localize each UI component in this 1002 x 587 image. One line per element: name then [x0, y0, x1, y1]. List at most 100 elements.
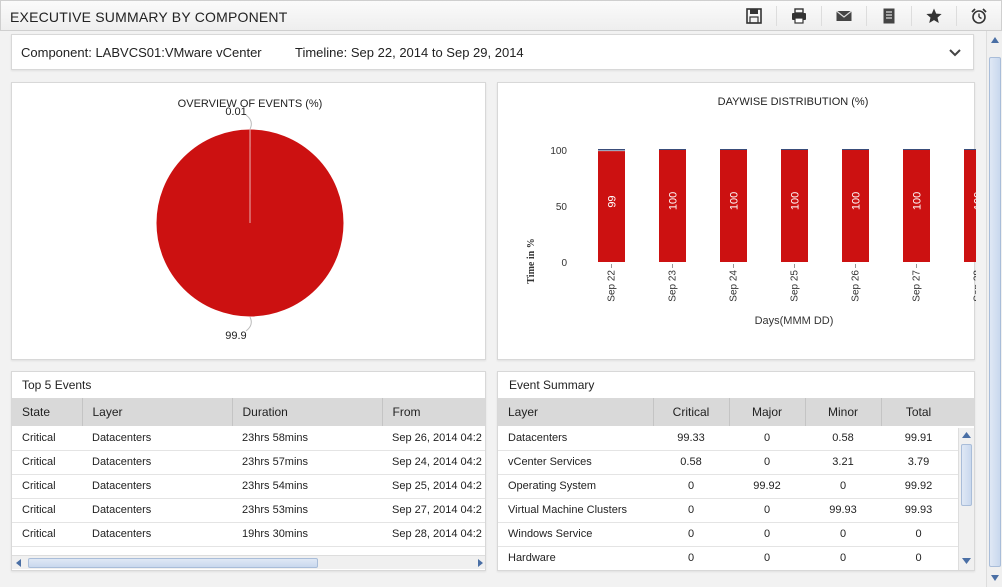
document-icon[interactable]: [879, 6, 899, 26]
x-tick-label: Sep 28: [973, 270, 977, 302]
pie-label-connector: [245, 114, 252, 130]
x-tick-label: Sep 24: [729, 270, 740, 302]
cell: 99.33: [653, 426, 729, 451]
cell: 23hrs 54mins: [232, 474, 382, 499]
column-header-major[interactable]: Major: [729, 398, 806, 426]
y-tick-label: 100: [550, 146, 567, 157]
event-summary-panel: Event Summary Layer Critical Major Minor…: [497, 371, 975, 571]
bar-data-label: 100: [729, 192, 741, 210]
bar-top-segment: [903, 149, 930, 151]
bar-top-segment: [720, 149, 747, 151]
event-summary-table-wrap: Layer Critical Major Minor Total Datacen…: [498, 398, 974, 570]
cell: Sep 27, 2014 04:2: [382, 498, 485, 523]
x-tick-label: Sep 26: [851, 270, 862, 302]
column-header-critical[interactable]: Critical: [653, 398, 730, 426]
cell: Virtual Machine Clusters: [498, 498, 653, 523]
top-events-table-wrap: State Layer Duration From Critical Datace…: [12, 398, 485, 558]
table-row[interactable]: Operating System 0 99.92 0 99.92: [498, 474, 974, 499]
page-scroll-thumb[interactable]: [989, 57, 1001, 567]
pie-data-label: 99.9: [225, 330, 246, 342]
cell: Critical: [12, 522, 82, 547]
table-row[interactable]: Hardware 0 0 0 0: [498, 546, 974, 570]
bar: [903, 150, 930, 262]
top-events-table: State Layer Duration From Critical Datace…: [12, 398, 485, 547]
cell: 0: [805, 474, 881, 499]
cell: Datacenters: [82, 474, 232, 499]
cell: 19hrs 30mins: [232, 522, 382, 547]
vertical-scroll-thumb[interactable]: [961, 444, 972, 506]
cell: Critical: [12, 426, 82, 451]
page-vertical-scrollbar[interactable]: [986, 31, 1002, 587]
cell: 0: [729, 498, 805, 523]
alarm-icon[interactable]: [969, 6, 989, 26]
bar-data-label: 100: [668, 192, 680, 210]
table-header-row: State Layer Duration From: [12, 398, 485, 426]
cell: 0: [729, 546, 805, 570]
table-row[interactable]: Critical Datacenters 23hrs 57mins Sep 24, 2…: [12, 450, 485, 475]
bar-data-label: 99: [607, 195, 619, 207]
horizontal-scroll-thumb[interactable]: [28, 558, 318, 568]
cell: 23hrs 53mins: [232, 498, 382, 523]
bar-top-segment: [598, 149, 625, 151]
bar-chart-title: DAYWISE DISTRIBUTION (%): [718, 96, 869, 108]
scroll-up-icon[interactable]: [989, 33, 1001, 47]
table-row[interactable]: Windows Service 0 0 0 0: [498, 522, 974, 547]
table-row[interactable]: Critical Datacenters 19hrs 30mins Sep 28, 2…: [12, 522, 485, 547]
bar-chart-y-axis-label: Time in %: [526, 238, 537, 283]
daywise-distribution-panel: DAYWISE DISTRIBUTION (%) Time in % Days(…: [497, 82, 991, 360]
email-icon[interactable]: [834, 6, 854, 26]
column-header-duration[interactable]: Duration: [232, 398, 383, 426]
cell: 0: [729, 450, 805, 475]
bar-top-segment: [659, 149, 686, 151]
cell: Windows Service: [498, 522, 653, 547]
event-summary-vertical-scrollbar[interactable]: [958, 428, 974, 570]
bar-chart: DAYWISE DISTRIBUTION (%) Time in % Days(…: [526, 96, 991, 327]
bar-data-label: 100: [790, 192, 802, 210]
scroll-down-icon[interactable]: [961, 556, 972, 566]
chevron-down-icon[interactable]: [947, 44, 963, 60]
cell: 23hrs 57mins: [232, 450, 382, 475]
cell: 0.58: [653, 450, 729, 475]
bar-top-segment: [842, 149, 869, 151]
bar: [598, 151, 625, 262]
bar-data-label: 100: [973, 192, 977, 210]
cell: Sep 25, 2014 04:2: [382, 474, 485, 499]
column-header-total[interactable]: Total: [881, 398, 974, 426]
column-header-layer[interactable]: Layer: [498, 398, 654, 426]
cell: Datacenters: [82, 522, 232, 547]
top-events-horizontal-scrollbar[interactable]: [12, 555, 485, 569]
table-row[interactable]: Critical Datacenters 23hrs 53mins Sep 27, 2…: [12, 498, 485, 523]
table-row[interactable]: Virtual Machine Clusters 0 0 99.93 99.93: [498, 498, 974, 523]
table-row[interactable]: Critical Datacenters 23hrs 58mins Sep 26, 2…: [12, 426, 485, 451]
scroll-right-icon[interactable]: [475, 558, 485, 568]
cell: Sep 28, 2014 04:2: [382, 522, 485, 547]
scroll-down-icon[interactable]: [989, 571, 1001, 585]
cell: Datacenters: [82, 498, 232, 523]
timeline-label: Timeline:: [295, 45, 348, 60]
print-icon[interactable]: [789, 6, 809, 26]
column-header-from[interactable]: From: [382, 398, 485, 426]
table-row[interactable]: Critical Datacenters 23hrs 54mins Sep 25, 2…: [12, 474, 485, 499]
scroll-up-icon[interactable]: [961, 430, 972, 440]
cell: Sep 24, 2014 04:2: [382, 450, 485, 475]
pie-chart: OVERVIEW OF EVENTS (%) 0.01 99.9: [155, 98, 345, 342]
table-row[interactable]: vCenter Services 0.58 0 3.21 3.79: [498, 450, 974, 475]
bar: [781, 150, 808, 262]
cell: 99.93: [805, 498, 881, 523]
cell: 99.92: [729, 474, 805, 499]
column-header-layer[interactable]: Layer: [82, 398, 233, 426]
bar-top-segment: [781, 149, 808, 151]
scroll-left-icon[interactable]: [14, 558, 24, 568]
cell: Datacenters: [82, 450, 232, 475]
toolbar-divider: [911, 6, 912, 26]
bar: [720, 150, 747, 262]
toolbar-divider: [866, 6, 867, 26]
cell: Critical: [12, 474, 82, 499]
table-row[interactable]: Datacenters 99.33 0 0.58 99.91: [498, 426, 974, 451]
cell: 0: [729, 426, 805, 451]
star-icon[interactable]: [924, 6, 944, 26]
column-header-state[interactable]: State: [12, 398, 83, 426]
cell: Operating System: [498, 474, 653, 499]
save-icon[interactable]: [744, 6, 764, 26]
column-header-minor[interactable]: Minor: [805, 398, 882, 426]
